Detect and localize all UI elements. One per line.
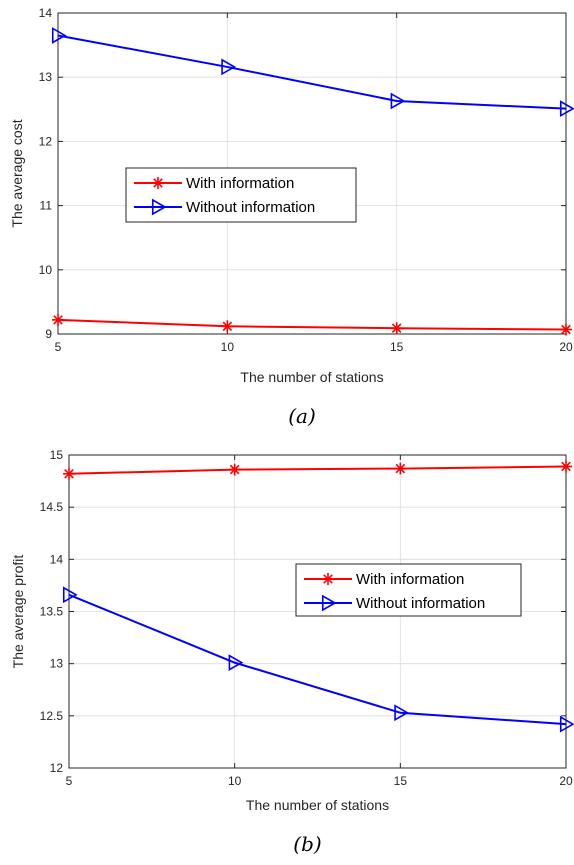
asterisk-marker xyxy=(394,462,407,475)
plot-frame xyxy=(57,12,567,335)
series-without-information xyxy=(51,27,574,118)
asterisk-stroke xyxy=(153,178,163,188)
series-line xyxy=(57,318,567,331)
triangle-marker xyxy=(228,654,244,672)
asterisk-stroke xyxy=(395,463,406,474)
x-axis-label: The number of stations xyxy=(246,797,389,813)
x-tick-label: 10 xyxy=(228,774,242,788)
asterisk-marker xyxy=(52,313,64,326)
triangle-marker xyxy=(321,594,337,612)
y-tick-label: 15 xyxy=(50,448,64,462)
series-line xyxy=(57,34,567,110)
triangle-marker xyxy=(559,100,574,118)
asterisk-marker xyxy=(221,320,234,333)
x-tick-label: 15 xyxy=(390,340,404,354)
legend-label: With information xyxy=(186,175,294,192)
y-axis-label: The average profit xyxy=(10,555,26,669)
y-tick-label: 11 xyxy=(40,199,53,213)
series-with-information xyxy=(63,460,572,480)
y-tick-label: 12.5 xyxy=(40,709,64,723)
series-line xyxy=(68,465,567,475)
asterisk-stroke xyxy=(391,323,402,334)
asterisk-marker xyxy=(560,323,572,336)
y-tick-label: 13 xyxy=(39,70,53,84)
x-tick-label: 5 xyxy=(66,774,73,788)
asterisk-stroke xyxy=(229,464,240,475)
series-without-information xyxy=(62,586,574,733)
y-tick-label: 12 xyxy=(39,134,53,148)
y-tick-label: 14.5 xyxy=(40,500,64,514)
triangle-marker xyxy=(559,715,574,733)
subfigure-caption: (b) xyxy=(293,832,321,856)
chart-panel-b: 5 10 15 20 12 12.5 13 13.5 14 14.5 15 The number of… xyxy=(10,448,574,856)
asterisk-marker xyxy=(390,322,403,335)
triangle-marker xyxy=(394,704,409,722)
asterisk-marker xyxy=(560,460,572,473)
y-axis-label: The average cost xyxy=(9,119,25,227)
asterisk-stroke xyxy=(222,321,233,332)
asterisk-stroke xyxy=(53,315,63,325)
series-with-information xyxy=(52,313,572,336)
x-axis-label: The number of stations xyxy=(240,369,383,385)
x-tick-label: 10 xyxy=(221,340,235,354)
x-tick-label: 15 xyxy=(394,774,408,788)
triangle-marker xyxy=(390,92,406,110)
asterisk-marker xyxy=(63,467,75,480)
legend: With information Without information xyxy=(125,167,357,223)
legend-box xyxy=(295,563,522,617)
triangle-marker xyxy=(51,27,67,44)
y-tick-label: 13.5 xyxy=(40,605,64,619)
legend-box xyxy=(125,167,357,223)
triangle-marker xyxy=(62,586,78,604)
chart-panel-a: 5 10 15 20 9 10 11 12 13 14 The number of stations… xyxy=(9,6,574,428)
asterisk-marker xyxy=(228,463,241,476)
legend-label: Without information xyxy=(186,199,315,216)
legend-entry: Without information xyxy=(304,594,485,612)
triangle-marker xyxy=(151,198,167,216)
x-tick-label: 20 xyxy=(559,774,573,788)
legend-entry: With information xyxy=(304,571,464,588)
legend-label: Without information xyxy=(356,595,485,612)
y-tick-label: 12 xyxy=(50,761,64,775)
legend-label: With information xyxy=(356,571,464,588)
triangle-marker xyxy=(221,58,236,76)
legend-entry: Without information xyxy=(134,198,315,216)
x-tick-label: 5 xyxy=(55,340,62,354)
subfigure-caption: (a) xyxy=(288,404,316,428)
y-tick-label: 9 xyxy=(45,327,52,341)
legend-entry: With information xyxy=(134,175,294,192)
asterisk-marker xyxy=(322,573,334,585)
asterisk-stroke xyxy=(561,324,571,335)
y-tick-label: 13 xyxy=(50,657,64,671)
y-tick-label: 14 xyxy=(50,552,64,566)
asterisk-marker xyxy=(152,177,164,189)
legend: With information Without information xyxy=(295,563,522,617)
x-tick-label: 20 xyxy=(559,340,573,354)
y-tick-label: 10 xyxy=(39,263,53,277)
asterisk-stroke xyxy=(64,468,74,479)
asterisk-stroke xyxy=(323,574,333,584)
asterisk-stroke xyxy=(561,461,571,472)
y-tick-label: 14 xyxy=(39,6,53,20)
series-line xyxy=(68,593,567,726)
